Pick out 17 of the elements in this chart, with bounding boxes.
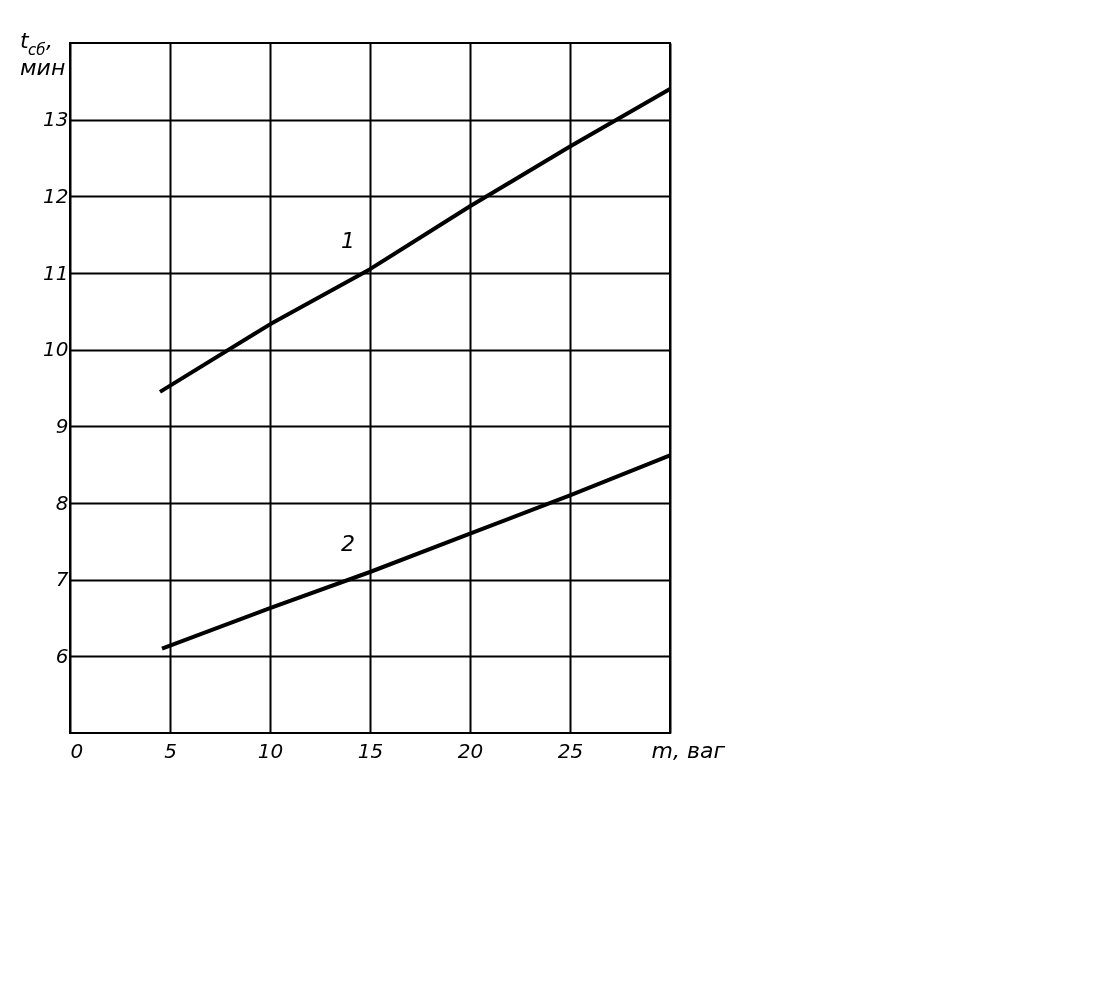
series-label: 1 [341,228,355,254]
y-tick-label: 8 [55,490,69,515]
x-tick-label: 0 [70,738,84,763]
x-tick-label: 20 [457,738,484,763]
y-tick-label: 12 [43,183,69,208]
y-tick-label: 9 [55,413,69,438]
y-tick-label: 13 [43,107,69,132]
x-tick-label: 5 [164,738,177,763]
y-tick-label: 10 [43,337,69,362]
x-tick-label: 15 [357,738,384,763]
series-label: 2 [341,531,355,556]
y-tick-label: 7 [55,567,69,592]
x-tick-label: 10 [257,738,284,763]
x-axis-title: m, ваг [651,738,726,763]
x-tick-label: 25 [557,738,584,763]
y-tick-label: 6 [55,643,69,668]
y-tick-label: 11 [43,260,69,285]
